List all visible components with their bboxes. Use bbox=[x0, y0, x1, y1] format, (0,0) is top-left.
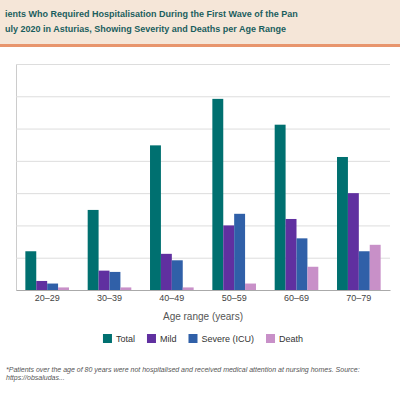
legend-item: Severe (ICU) bbox=[188, 334, 254, 344]
legend-label: Severe (ICU) bbox=[201, 334, 254, 344]
y-tick bbox=[16, 193, 390, 194]
x-axis-line bbox=[17, 290, 391, 291]
bar bbox=[110, 272, 121, 290]
bar bbox=[307, 267, 318, 290]
x-tick: 60–69 bbox=[284, 290, 309, 303]
bar bbox=[47, 284, 58, 290]
grid-line bbox=[16, 258, 390, 259]
header-accent bbox=[0, 44, 400, 47]
bar-series bbox=[25, 99, 348, 290]
bar-series bbox=[36, 193, 359, 290]
footnote-line: *Patients over the age of 80 years were … bbox=[6, 366, 362, 374]
legend-item: Death bbox=[266, 334, 303, 344]
bar bbox=[245, 284, 256, 290]
legend-swatch bbox=[103, 334, 112, 343]
bar bbox=[161, 254, 172, 290]
bar bbox=[212, 99, 223, 290]
bar bbox=[88, 210, 99, 290]
grid-line bbox=[16, 129, 390, 130]
bar bbox=[150, 145, 161, 290]
bar bbox=[58, 287, 69, 290]
legend-swatch bbox=[147, 334, 156, 343]
bar-series bbox=[47, 214, 370, 290]
bar bbox=[223, 225, 234, 290]
bar bbox=[348, 193, 359, 290]
legend-label: Total bbox=[116, 334, 135, 344]
subtitle: uly 2020 in Asturias, Showing Severity a… bbox=[5, 24, 286, 34]
x-axis: 20–29 30–39 40–49 50–59 60–69 70–79 bbox=[17, 290, 391, 303]
bar bbox=[36, 281, 47, 290]
legend: Total Mild Severe (ICU) Death bbox=[103, 334, 303, 344]
bar bbox=[234, 214, 245, 290]
bar-series bbox=[58, 245, 381, 290]
x-tick: 70–79 bbox=[346, 290, 371, 303]
bars bbox=[25, 99, 380, 290]
x-tick-label: 70–79 bbox=[346, 293, 371, 303]
legend-swatch bbox=[188, 334, 197, 343]
bar bbox=[172, 260, 183, 290]
legend-item: Total bbox=[103, 334, 135, 344]
y-tick bbox=[16, 258, 390, 259]
y-tick bbox=[16, 64, 390, 65]
x-tick-label: 40–49 bbox=[159, 293, 184, 303]
bar bbox=[337, 157, 348, 290]
grid-line bbox=[16, 96, 390, 97]
y-tick bbox=[16, 129, 390, 130]
plot-area: 20–29 30–39 40–49 50–59 60–69 70–79 bbox=[16, 65, 391, 304]
header-band bbox=[0, 0, 400, 44]
y-axis bbox=[16, 65, 390, 291]
chart-svg: ients Who Required Hospitalisation Durin… bbox=[0, 0, 400, 400]
y-tick bbox=[16, 290, 390, 291]
x-tick-label: 60–69 bbox=[284, 293, 309, 303]
bar bbox=[286, 219, 297, 290]
y-tick bbox=[16, 96, 390, 97]
grid-line bbox=[16, 193, 390, 194]
y-tick bbox=[16, 225, 390, 226]
x-tick-label: 20–29 bbox=[35, 293, 60, 303]
x-tick-label: 50–59 bbox=[222, 293, 247, 303]
x-tick: 30–39 bbox=[97, 290, 122, 303]
x-tick: 40–49 bbox=[159, 290, 184, 303]
bar bbox=[99, 271, 110, 290]
grid-line bbox=[16, 225, 390, 226]
title: ients Who Required Hospitalisation Durin… bbox=[5, 9, 298, 19]
x-tick: 20–29 bbox=[35, 290, 60, 303]
footnote-line: https://obsaludas... bbox=[6, 374, 65, 382]
legend-swatch bbox=[266, 334, 275, 343]
bar bbox=[370, 245, 381, 290]
bar bbox=[25, 251, 36, 290]
x-tick-label: 30–39 bbox=[97, 293, 122, 303]
y-axis-line bbox=[17, 65, 391, 291]
grid-line bbox=[16, 64, 390, 65]
legend-item: Mild bbox=[147, 334, 177, 344]
bar bbox=[297, 238, 308, 290]
y-tick bbox=[16, 161, 390, 162]
legend-label: Death bbox=[279, 334, 303, 344]
footnote: *Patients over the age of 80 years were … bbox=[6, 366, 362, 382]
bar bbox=[120, 287, 131, 290]
grid-line bbox=[16, 290, 390, 291]
legend-label: Mild bbox=[160, 334, 177, 344]
bar bbox=[183, 287, 194, 290]
grid-line bbox=[16, 161, 390, 162]
bar bbox=[275, 125, 286, 290]
x-axis-title: Age range (years) bbox=[163, 311, 243, 322]
x-tick: 50–59 bbox=[222, 290, 247, 303]
bar bbox=[359, 251, 370, 290]
